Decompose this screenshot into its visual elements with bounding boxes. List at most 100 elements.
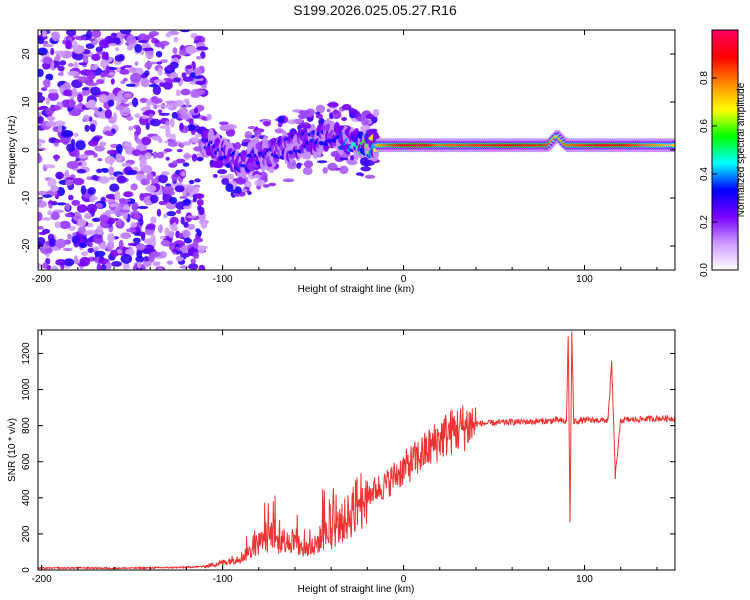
spectrogram-noise-blob xyxy=(90,86,101,96)
spectrogram-noise-blob xyxy=(148,84,159,88)
spectrogram-noise-blob xyxy=(55,171,64,180)
spectrogram-noise-blob xyxy=(299,122,311,129)
spectrogram-noise-blob xyxy=(143,256,150,263)
spectrogram-noise-blob xyxy=(42,262,48,269)
spectrogram-noise-blob xyxy=(181,141,192,146)
spectrogram-noise-blob xyxy=(128,66,137,73)
snr-xtick-label: 100 xyxy=(576,574,593,585)
spectrogram-noise-blob xyxy=(327,102,339,107)
spectrogram-noise-blob xyxy=(296,162,302,169)
snr-xtick-label: -200 xyxy=(32,574,52,585)
spectrogram-noise-blob xyxy=(73,52,84,61)
spectrogram-noise-blob xyxy=(360,173,364,177)
spectrogram-noise-blob xyxy=(139,158,148,167)
spectrogram-noise-blob xyxy=(254,179,266,187)
spectrogram-noise-blob xyxy=(135,255,144,263)
spectrogram-noise-blob xyxy=(109,203,118,208)
spectrogram-noise-blob xyxy=(152,97,163,104)
spectrogram-noise-blob xyxy=(160,59,168,64)
spectrogram-noise-blob xyxy=(73,177,85,186)
spectrogram-noise-blob xyxy=(196,46,209,51)
spectrogram-noise-blob xyxy=(59,85,65,94)
spectrogram-noise-blob xyxy=(156,151,164,159)
spectrogram-noise-blob xyxy=(72,40,78,51)
spectrogram-noise-blob xyxy=(90,64,98,71)
spectrogram-noise-blob xyxy=(162,81,173,90)
spectrogram-noise-blob xyxy=(169,196,178,205)
spectrogram-noise-blob xyxy=(173,36,179,43)
spectrogram-noise-blob xyxy=(298,110,310,115)
spectrogram-noise-blob xyxy=(107,240,115,251)
snr-frame xyxy=(37,329,676,571)
spectrogram-noise-blob xyxy=(182,162,190,167)
spectrogram-noise-blob xyxy=(158,174,169,184)
spectrogram-noise-blob xyxy=(74,35,87,41)
spectrogram-noise-blob xyxy=(45,121,57,128)
spectrogram-noise-blob xyxy=(105,261,112,270)
spectrogram-noise-blob xyxy=(182,230,190,238)
spectrogram-noise-blob xyxy=(38,36,45,45)
spectrogram-noise-blob xyxy=(104,130,114,136)
spectrogram-noise-blob xyxy=(43,164,56,169)
spectrogram-noise-blob xyxy=(38,226,44,230)
spectrogram-noise-blob xyxy=(109,183,120,192)
spectrogram-noise-blob xyxy=(135,243,146,250)
spectrogram-noise-blob xyxy=(99,141,107,147)
spectrogram-noise-blob xyxy=(183,221,189,228)
spectrogram-noise-blob xyxy=(38,111,42,117)
spectrogram-noise-blob xyxy=(137,205,149,210)
spectrogram-noise-blob xyxy=(68,194,74,201)
spectrogram-noise-blob xyxy=(130,72,142,83)
spectrogram-noise-blob xyxy=(115,104,124,111)
spectrogram-noise-blob xyxy=(85,43,95,49)
spectrogram-noise-blob xyxy=(225,124,237,130)
spectrogram-noise-blob xyxy=(114,55,125,62)
spectrogram-noise-blob xyxy=(88,241,93,248)
spectrogram-noise-blob xyxy=(64,212,72,218)
spectrogram-noise-blob xyxy=(166,211,177,217)
spectrogram-noise-blob xyxy=(244,131,253,139)
spectrogram-noise-blob xyxy=(175,209,182,214)
spectrogram-noise-blob xyxy=(364,174,376,179)
spectrogram-noise-blob xyxy=(171,173,178,182)
spectrogram-noise-blob xyxy=(198,264,206,270)
spectrogram-noise-blob xyxy=(150,234,156,243)
spectrogram-noise-blob xyxy=(101,51,107,60)
spectrogram-noise-blob xyxy=(134,113,141,118)
spectrogram-noise-blob xyxy=(42,194,52,198)
spectrogram-noise-blob xyxy=(162,185,174,194)
spectrogram-noise-blob xyxy=(38,263,42,269)
spectrogram-noise-blob xyxy=(45,107,54,116)
spectrogram-noise-blob xyxy=(91,174,99,181)
spectrogram-noise-blob xyxy=(165,133,172,138)
spectrogram-noise-blob xyxy=(160,43,166,50)
spectrogram-noise-blob xyxy=(191,153,198,162)
spectrogram-noise-blob xyxy=(91,136,101,142)
spectrogram-noise-blob xyxy=(139,192,145,201)
spectrogram-noise-blob xyxy=(158,224,163,233)
spectrogram-noise-blob xyxy=(98,93,108,104)
spectrogram-noise-blob xyxy=(197,205,202,212)
spectrogram-noise-blob xyxy=(65,39,72,49)
spectrogram-noise-blob xyxy=(167,141,178,147)
spectrogram-noise-blob xyxy=(219,121,229,126)
spectrogram-noise-blob xyxy=(169,118,175,128)
spectrogram-noise-blob xyxy=(196,199,204,206)
spectrogram-noise-blob xyxy=(158,251,167,259)
spectrogram-noise-blob xyxy=(89,197,95,203)
spectrogram-noise-blob xyxy=(339,165,349,175)
snr-series-line xyxy=(38,331,675,570)
spectrogram-noise-blob xyxy=(157,109,163,114)
spectrogram-noise-blob xyxy=(77,226,86,235)
spectrogram-noise-blob xyxy=(67,233,72,240)
spectrogram-noise-blob xyxy=(112,37,121,43)
spectrogram-noise-blob xyxy=(114,190,121,201)
spectrogram-xtick-label: -100 xyxy=(213,274,233,285)
spectrogram-noise-blob xyxy=(171,111,178,119)
spectrogram-noise-blob xyxy=(47,177,57,188)
spectrogram-noise-blob xyxy=(77,93,83,103)
spectrogram-noise-blob xyxy=(172,47,178,54)
spectrogram-noise-blob xyxy=(183,98,190,104)
spectrogram-noise-blob xyxy=(110,78,115,85)
